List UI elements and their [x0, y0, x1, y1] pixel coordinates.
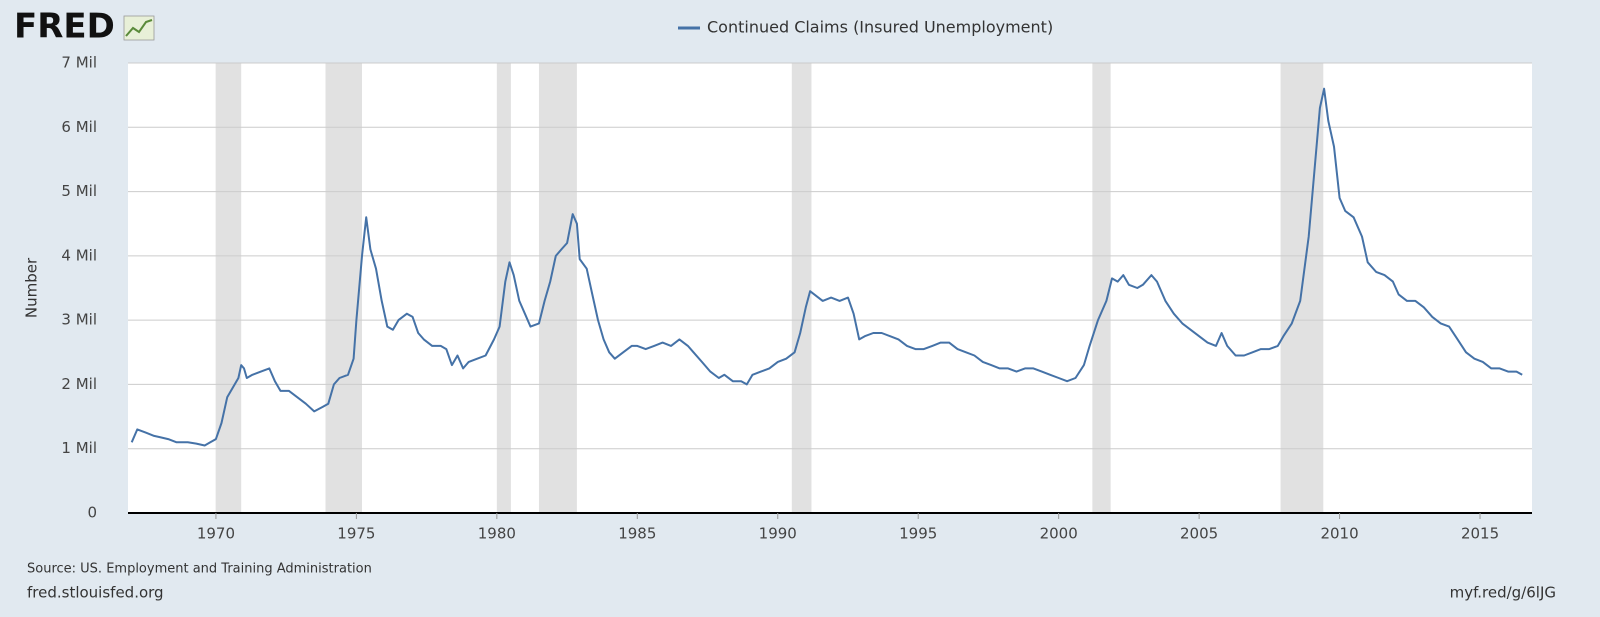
short-url: myf.red/g/6lJG — [1450, 584, 1556, 602]
y-axis-label: Number — [23, 257, 41, 318]
x-tick-label: 1975 — [337, 525, 375, 543]
source: Source: US. Employment and Training Admi… — [27, 562, 372, 577]
x-tick-label: 1970 — [197, 525, 235, 543]
site: fred.stlouisfed.org — [27, 584, 164, 602]
x-tick-label: 1990 — [759, 525, 797, 543]
x-tick-label: 2010 — [1320, 525, 1358, 543]
x-tick-label: 1980 — [478, 525, 516, 543]
y-tick-label: 7 Mil — [61, 54, 97, 72]
x-tick-label: 1995 — [899, 525, 937, 543]
y-tick-label: 2 Mil — [61, 375, 97, 393]
y-tick-label: 3 Mil — [61, 311, 97, 329]
y-tick-label: 4 Mil — [61, 246, 97, 264]
recession-band — [215, 63, 242, 513]
x-tick-label: 2005 — [1180, 525, 1218, 543]
recession-band — [791, 63, 812, 513]
x-tick-label: 2000 — [1040, 525, 1078, 543]
y-tick-label: 1 Mil — [61, 439, 97, 457]
y-tick-label: 0 — [87, 504, 97, 522]
legend-label: Continued Claims (Insured Unemployment) — [707, 18, 1053, 37]
logo: FRED — [14, 7, 115, 47]
series-line — [130, 87, 1523, 447]
x-tick-label: 1985 — [618, 525, 656, 543]
logo-icon — [123, 15, 155, 41]
y-tick-label: 5 Mil — [61, 182, 97, 200]
y-tick-label: 6 Mil — [61, 118, 97, 136]
recession-band — [538, 63, 577, 513]
x-tick-label: 2015 — [1461, 525, 1499, 543]
recession-band — [1092, 63, 1111, 513]
recession-band — [325, 63, 362, 513]
